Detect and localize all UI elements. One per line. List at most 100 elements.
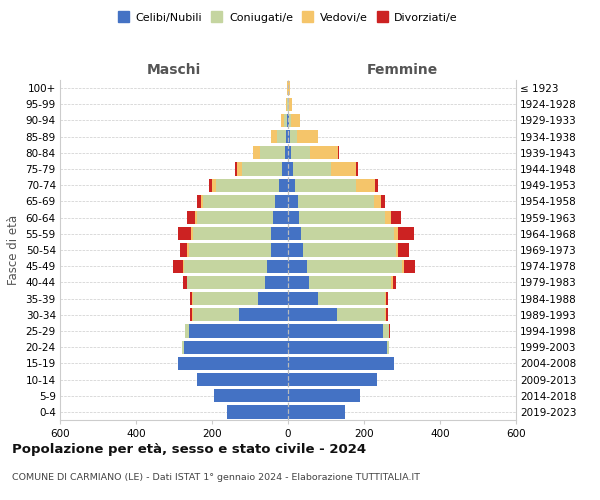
Y-axis label: Anni di nascita: Anni di nascita [596,206,600,294]
Bar [373,195,381,208]
Bar [319,292,385,305]
Text: Femmine: Femmine [367,64,437,78]
Bar [288,244,303,256]
Bar [173,260,183,273]
Bar [190,308,192,322]
Bar [273,211,288,224]
Bar [391,211,401,224]
Bar [286,130,288,143]
Bar [288,276,309,289]
Bar [209,178,212,192]
Bar [297,130,318,143]
Bar [385,308,386,322]
Bar [212,178,216,192]
Bar [394,227,398,240]
Bar [187,276,265,289]
Bar [389,324,390,338]
Bar [189,324,288,338]
Bar [203,195,275,208]
Bar [189,244,271,256]
Bar [191,227,193,240]
Text: Maschi: Maschi [147,64,201,78]
Bar [392,276,397,289]
Bar [288,292,319,305]
Bar [299,211,385,224]
Bar [307,260,402,273]
Bar [404,260,415,273]
Bar [197,195,200,208]
Bar [216,178,278,192]
Bar [303,244,396,256]
Bar [289,114,292,127]
Bar [288,373,377,386]
Bar [337,308,385,322]
Bar [214,389,288,402]
Bar [288,227,301,240]
Bar [275,195,288,208]
Bar [184,340,288,354]
Bar [184,260,267,273]
Bar [288,146,290,160]
Bar [187,211,195,224]
Bar [183,276,187,289]
Y-axis label: Fasce di età: Fasce di età [7,215,20,285]
Bar [288,260,307,273]
Bar [284,114,287,127]
Bar [356,178,374,192]
Bar [310,146,338,160]
Bar [292,114,300,127]
Text: Popolazione per età, sesso e stato civile - 2024: Popolazione per età, sesso e stato civil… [12,442,366,456]
Bar [290,146,310,160]
Bar [277,130,286,143]
Bar [288,308,337,322]
Bar [180,244,187,256]
Bar [356,162,358,175]
Bar [197,373,288,386]
Bar [271,227,288,240]
Bar [383,324,389,338]
Bar [374,178,377,192]
Bar [185,324,189,338]
Bar [289,98,292,111]
Bar [271,130,277,143]
Bar [197,211,273,224]
Bar [242,162,283,175]
Bar [331,162,356,175]
Bar [288,178,295,192]
Bar [193,292,257,305]
Bar [402,260,404,273]
Bar [193,227,271,240]
Bar [281,114,284,127]
Bar [285,146,288,160]
Bar [295,178,356,192]
Bar [192,292,193,305]
Bar [253,146,260,160]
Bar [381,195,385,208]
Bar [192,308,193,322]
Bar [289,82,290,94]
Bar [288,162,293,175]
Bar [227,406,288,418]
Bar [288,130,290,143]
Bar [301,227,394,240]
Bar [190,292,192,305]
Bar [397,244,398,256]
Bar [386,308,388,322]
Bar [178,227,191,240]
Bar [283,162,288,175]
Bar [278,178,288,192]
Bar [195,211,197,224]
Bar [288,406,345,418]
Text: COMUNE DI CARMIANO (LE) - Dati ISTAT 1° gennaio 2024 - Elaborazione TUTTITALIA.I: COMUNE DI CARMIANO (LE) - Dati ISTAT 1° … [12,472,420,482]
Bar [200,195,203,208]
Bar [288,211,299,224]
Bar [288,356,394,370]
Bar [193,308,239,322]
Bar [288,389,360,402]
Bar [338,146,339,160]
Bar [309,276,391,289]
Bar [239,308,288,322]
Bar [267,260,288,273]
Bar [235,162,236,175]
Bar [182,340,184,354]
